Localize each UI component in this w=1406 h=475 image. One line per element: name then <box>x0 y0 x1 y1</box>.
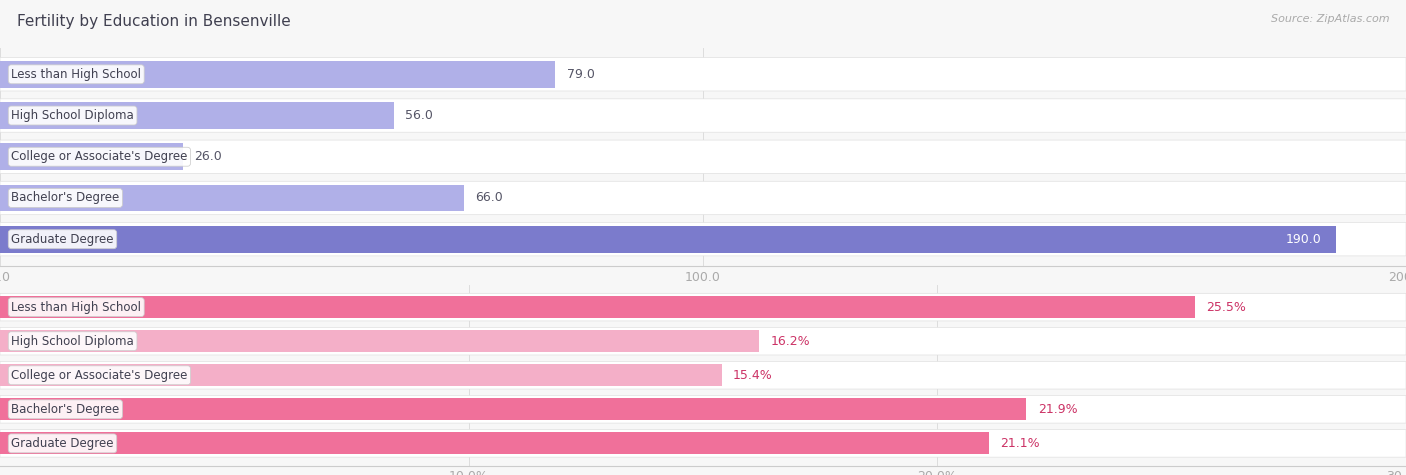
Text: Less than High School: Less than High School <box>11 68 141 81</box>
Text: 66.0: 66.0 <box>475 191 503 204</box>
Text: Bachelor's Degree: Bachelor's Degree <box>11 191 120 204</box>
FancyBboxPatch shape <box>0 327 1406 355</box>
Text: College or Associate's Degree: College or Associate's Degree <box>11 150 187 163</box>
Text: Less than High School: Less than High School <box>11 301 141 314</box>
Bar <box>0 364 721 386</box>
FancyBboxPatch shape <box>0 99 1406 132</box>
Text: 190.0: 190.0 <box>1286 233 1322 246</box>
Text: Source: ZipAtlas.com: Source: ZipAtlas.com <box>1271 14 1389 24</box>
Bar <box>0 143 183 170</box>
FancyBboxPatch shape <box>0 222 1406 256</box>
Text: Bachelor's Degree: Bachelor's Degree <box>11 403 120 416</box>
Bar <box>0 185 464 211</box>
Text: 21.1%: 21.1% <box>1000 437 1040 450</box>
Text: Fertility by Education in Bensenville: Fertility by Education in Bensenville <box>17 14 291 29</box>
Text: 26.0: 26.0 <box>194 150 222 163</box>
Bar <box>0 102 394 129</box>
Bar <box>0 398 1026 420</box>
Bar <box>0 330 759 352</box>
FancyBboxPatch shape <box>0 361 1406 389</box>
Text: 79.0: 79.0 <box>567 68 595 81</box>
FancyBboxPatch shape <box>0 57 1406 91</box>
Bar <box>0 61 555 88</box>
Text: High School Diploma: High School Diploma <box>11 335 134 348</box>
FancyBboxPatch shape <box>0 294 1406 321</box>
FancyBboxPatch shape <box>0 181 1406 215</box>
Bar <box>0 432 988 455</box>
FancyBboxPatch shape <box>0 396 1406 423</box>
Bar <box>0 226 1336 253</box>
Text: Graduate Degree: Graduate Degree <box>11 233 114 246</box>
Text: 56.0: 56.0 <box>405 109 433 122</box>
Text: 16.2%: 16.2% <box>770 335 810 348</box>
Text: High School Diploma: High School Diploma <box>11 109 134 122</box>
Text: 25.5%: 25.5% <box>1206 301 1246 314</box>
Text: 15.4%: 15.4% <box>733 369 773 382</box>
Text: 21.9%: 21.9% <box>1038 403 1077 416</box>
Bar <box>0 296 1195 318</box>
Text: Graduate Degree: Graduate Degree <box>11 437 114 450</box>
FancyBboxPatch shape <box>0 429 1406 457</box>
Text: College or Associate's Degree: College or Associate's Degree <box>11 369 187 382</box>
FancyBboxPatch shape <box>0 140 1406 173</box>
